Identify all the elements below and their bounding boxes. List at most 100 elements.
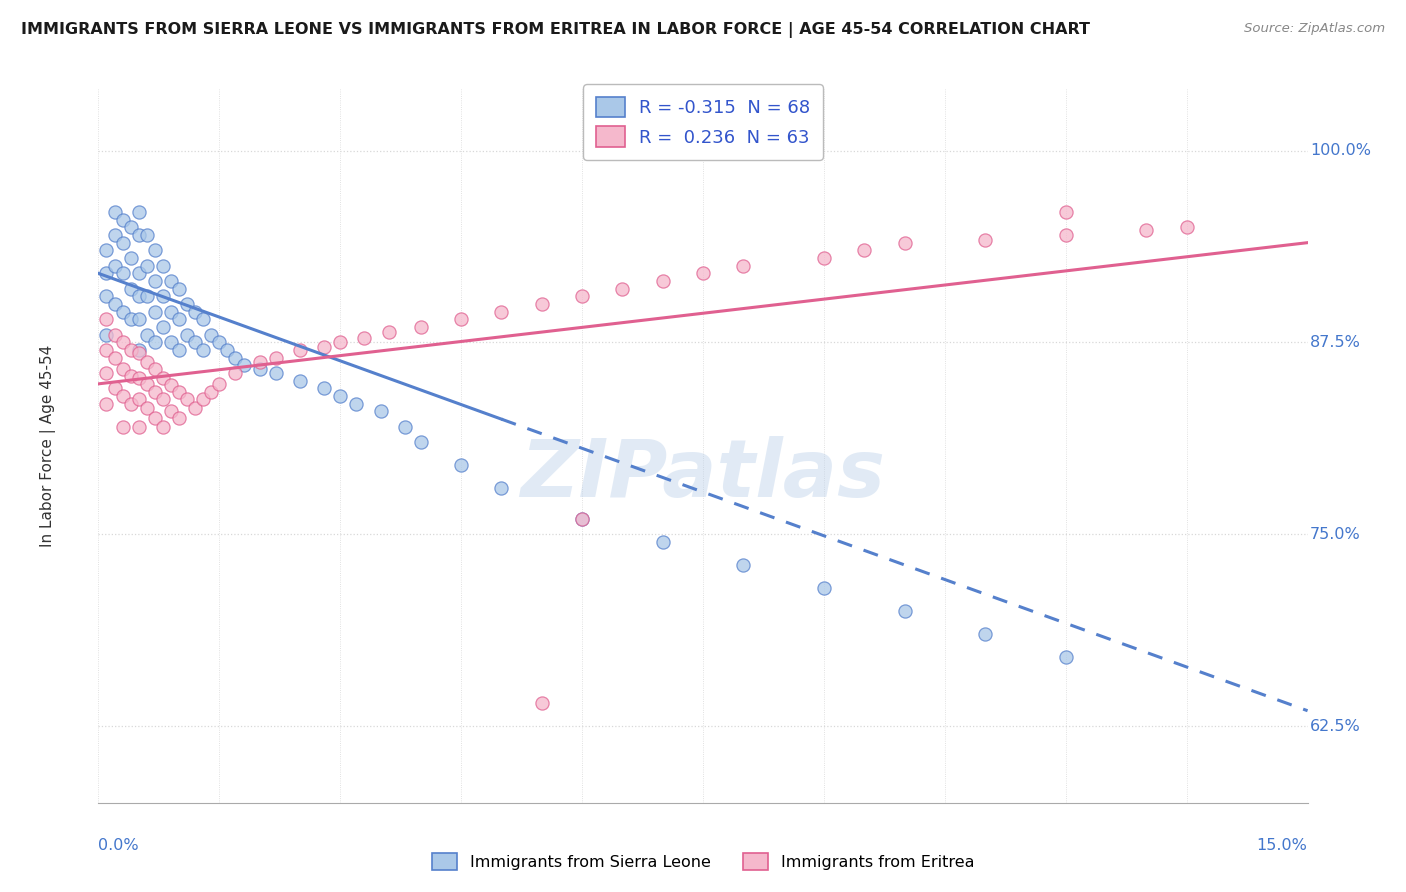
Point xyxy=(813,581,835,595)
Point xyxy=(167,410,190,425)
Point xyxy=(103,297,125,311)
Point xyxy=(135,355,157,369)
Point xyxy=(128,392,150,407)
Point xyxy=(111,212,134,227)
Point xyxy=(111,304,134,318)
Point xyxy=(1135,223,1157,237)
Point xyxy=(160,304,183,318)
Point xyxy=(111,235,134,250)
Point xyxy=(208,335,231,350)
Point xyxy=(128,312,150,326)
Text: In Labor Force | Age 45-54: In Labor Force | Age 45-54 xyxy=(39,345,56,547)
Point xyxy=(491,304,513,318)
Point xyxy=(184,304,207,318)
Point xyxy=(314,381,336,395)
Point xyxy=(103,327,125,342)
Legend: R = -0.315  N = 68, R =  0.236  N = 63: R = -0.315 N = 68, R = 0.236 N = 63 xyxy=(583,84,823,160)
Point xyxy=(377,325,399,339)
Point xyxy=(128,205,150,219)
Point xyxy=(491,481,513,495)
Point xyxy=(200,327,222,342)
Point xyxy=(571,289,593,303)
Point xyxy=(193,343,215,357)
Point xyxy=(176,327,198,342)
Text: 0.0%: 0.0% xyxy=(98,838,139,854)
Point xyxy=(152,289,174,303)
Point xyxy=(152,259,174,273)
Point xyxy=(176,392,198,407)
Point xyxy=(143,244,166,258)
Point xyxy=(152,320,174,334)
Point xyxy=(409,320,432,334)
Point xyxy=(571,512,593,526)
Point xyxy=(111,361,134,376)
Point xyxy=(160,335,183,350)
Point xyxy=(120,312,142,326)
Point xyxy=(128,289,150,303)
Point xyxy=(128,266,150,280)
Point xyxy=(733,558,755,572)
Point xyxy=(224,366,246,380)
Point xyxy=(974,233,997,247)
Point xyxy=(96,343,118,357)
Point xyxy=(96,312,118,326)
Point xyxy=(344,397,367,411)
Point xyxy=(160,274,183,288)
Text: ZIPatlas: ZIPatlas xyxy=(520,435,886,514)
Point xyxy=(120,282,142,296)
Point xyxy=(135,327,157,342)
Point xyxy=(128,419,150,434)
Point xyxy=(103,259,125,273)
Point xyxy=(651,274,673,288)
Point xyxy=(143,274,166,288)
Point xyxy=(249,355,271,369)
Point xyxy=(120,220,142,235)
Point xyxy=(394,419,416,434)
Point xyxy=(120,369,142,384)
Point xyxy=(143,384,166,399)
Point xyxy=(143,361,166,376)
Point xyxy=(893,235,915,250)
Point xyxy=(184,401,207,416)
Point xyxy=(96,327,118,342)
Point xyxy=(329,389,352,403)
Point xyxy=(853,244,876,258)
Point xyxy=(152,419,174,434)
Point xyxy=(232,359,254,373)
Point xyxy=(120,343,142,357)
Point xyxy=(813,251,835,265)
Text: 100.0%: 100.0% xyxy=(1310,143,1371,158)
Point xyxy=(692,266,714,280)
Point xyxy=(612,282,634,296)
Point xyxy=(96,244,118,258)
Point xyxy=(200,384,222,399)
Point xyxy=(224,351,246,365)
Point xyxy=(1054,650,1077,665)
Point xyxy=(651,535,673,549)
Point xyxy=(167,312,190,326)
Point xyxy=(160,378,183,392)
Point xyxy=(128,346,150,360)
Point xyxy=(314,340,336,354)
Point xyxy=(128,370,150,384)
Point xyxy=(167,343,190,357)
Point xyxy=(128,343,150,357)
Point xyxy=(264,351,287,365)
Point xyxy=(152,392,174,407)
Point xyxy=(111,335,134,350)
Point xyxy=(111,419,134,434)
Point xyxy=(249,361,271,376)
Point xyxy=(530,696,553,710)
Point xyxy=(103,351,125,365)
Point xyxy=(217,343,239,357)
Point xyxy=(120,397,142,411)
Point xyxy=(135,227,157,242)
Point xyxy=(135,259,157,273)
Point xyxy=(329,335,352,350)
Point xyxy=(450,312,472,326)
Point xyxy=(143,410,166,425)
Point xyxy=(96,266,118,280)
Text: IMMIGRANTS FROM SIERRA LEONE VS IMMIGRANTS FROM ERITREA IN LABOR FORCE | AGE 45-: IMMIGRANTS FROM SIERRA LEONE VS IMMIGRAN… xyxy=(21,22,1090,38)
Point xyxy=(96,289,118,303)
Point xyxy=(733,259,755,273)
